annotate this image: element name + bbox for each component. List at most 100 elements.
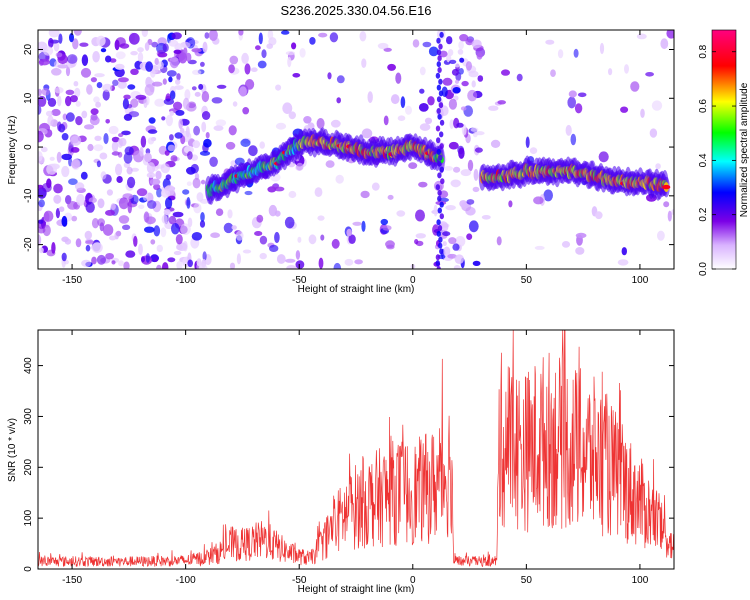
spectrogram-noise-cell [200, 179, 206, 185]
spectrogram-noise-cell [256, 214, 264, 223]
spectrogram-noise-cell [111, 260, 116, 265]
spectrogram-noise-cell [136, 188, 148, 197]
spectrogram-noise-cell [157, 61, 164, 70]
spectrogram-noise-cell [75, 238, 82, 248]
spectrogram-x-tick-label: 100 [632, 275, 649, 286]
spectrogram-artifact-cell [436, 96, 442, 103]
spectrogram-artifact-cell [437, 225, 443, 231]
spectrogram-noise-cell [127, 104, 133, 109]
spectrogram-noise-cell [239, 86, 247, 97]
spectrogram-noise-cell [284, 216, 295, 229]
spectrogram-noise-cell [284, 258, 296, 263]
spectrogram-noise-cell [128, 32, 140, 45]
spectrogram-noise-cell [666, 30, 674, 39]
spectrogram-noise-cell [109, 235, 117, 241]
spectrogram-noise-cell [182, 240, 188, 252]
spectrogram-noise-cell [318, 32, 328, 38]
spectrogram-artifact-cell [439, 31, 444, 38]
spectrogram-noise-cell [261, 49, 267, 59]
spectrogram-artifact-cell [439, 166, 444, 173]
spectrogram-noise-cell [621, 247, 627, 256]
spectrogram-noise-cell [99, 152, 108, 160]
spectrogram-y-tick-label: -10 [23, 188, 34, 203]
spectrogram-noise-cell [415, 233, 426, 239]
spectrogram-artifact-cell [439, 119, 445, 126]
spectrogram-noise-cell [203, 138, 212, 148]
spectrogram-noise-cell [191, 86, 197, 91]
spectrogram-noise-cell [47, 97, 57, 107]
spectrogram-noise-cell [144, 84, 155, 96]
spectrogram-noise-cell [608, 68, 613, 76]
spectrogram-noise-cell [90, 108, 99, 115]
spectrogram-noise-cell [85, 244, 91, 252]
spectrogram-noise-cell [137, 52, 144, 63]
spectrogram-noise-cell [43, 46, 54, 56]
spectrogram-noise-cell [387, 194, 394, 200]
spectrogram-noise-cell [419, 66, 426, 76]
spectrogram-noise-cell [186, 197, 191, 209]
spectrogram-noise-cell [55, 52, 63, 58]
snr-panel: -150 -100 -50 0 50 100 0 100 200 300 400 Height o… [7, 329, 675, 595]
spectrogram-noise-cell [93, 144, 104, 152]
spectrogram-noise-cell [274, 210, 281, 217]
spectrogram-noise-cell [167, 144, 176, 152]
spectrogram-noise-cell [422, 41, 432, 48]
spectrogram-noise-cell [225, 141, 236, 150]
spectrogram-noise-cell [193, 203, 202, 214]
spectrogram-noise-cell [57, 64, 68, 69]
spectrogram-noise-cell [309, 37, 316, 45]
spectrogram-noise-cell [69, 33, 74, 43]
spectrogram-noise-cell [144, 226, 155, 233]
spectrogram-x-tick-label: 50 [521, 275, 533, 286]
spectrogram-noise-cell [76, 194, 85, 206]
spectrogram-noise-cell [137, 47, 144, 53]
spectrogram-noise-cell [267, 186, 277, 193]
snr-y-label: SNR (10 * v/v) [7, 418, 18, 482]
spectrogram-artifact-cell [436, 266, 441, 269]
spectrogram-noise-cell [228, 125, 237, 136]
spectrogram-noise-cell [100, 171, 107, 180]
spectrogram-noise-cell [184, 89, 191, 101]
spectrogram-noise-cell [171, 32, 182, 40]
spectrogram-noise-cell [139, 147, 144, 157]
spectrogram-noise-cell [61, 215, 68, 227]
spectrogram-noise-cell [461, 80, 469, 87]
spectrogram-noise-cell [48, 37, 54, 48]
spectrogram-noise-cell [58, 33, 63, 44]
spectrogram-noise-cell [453, 166, 461, 173]
spectrogram-noise-cell [468, 70, 479, 78]
spectrogram-noise-cell [201, 91, 210, 103]
spectrogram-noise-cell [170, 155, 178, 162]
spectrogram-noise-cell [127, 84, 136, 90]
spectrogram-noise-cell [449, 59, 457, 64]
spectrogram-noise-cell [371, 182, 380, 191]
spectrogram-artifact-cell [439, 143, 444, 150]
spectrogram-noise-cell [465, 38, 474, 46]
spectrogram-artifact-cell [437, 207, 442, 214]
spectrogram-noise-cell [595, 211, 603, 220]
spectrogram-noise-cell [156, 244, 163, 253]
spectrogram-noise-cell [67, 54, 78, 64]
spectrogram-x-tick-label: -100 [176, 275, 196, 286]
spectrogram-noise-cell [162, 78, 167, 85]
spectrogram-noise-cell [204, 32, 210, 39]
spectrogram-noise-cell [57, 95, 62, 107]
spectrogram-noise-cell [308, 234, 317, 245]
spectrogram-noise-cell [209, 156, 218, 167]
spectrogram-noise-cell [51, 68, 62, 76]
spectrogram-noise-cell [286, 265, 297, 269]
spectrogram-noise-cell [192, 177, 201, 189]
spectrogram-noise-cell [105, 119, 110, 124]
spectrogram-noise-cell [418, 181, 428, 188]
spectrogram-noise-cell [154, 57, 159, 66]
spectrogram-noise-cell [173, 250, 182, 256]
spectrogram-noise-cell [231, 225, 237, 230]
spectrogram-noise-cell [454, 254, 464, 264]
spectrogram-noise-cell [150, 239, 156, 245]
spectrogram-noise-cell [447, 253, 457, 259]
spectrogram-noise-cell [386, 244, 395, 250]
spectrogram-noise-cell [490, 139, 501, 148]
spectrogram-artifact-cell [439, 201, 444, 208]
spectrogram-noise-cell [91, 256, 97, 265]
spectrogram-noise-cell [166, 70, 177, 77]
